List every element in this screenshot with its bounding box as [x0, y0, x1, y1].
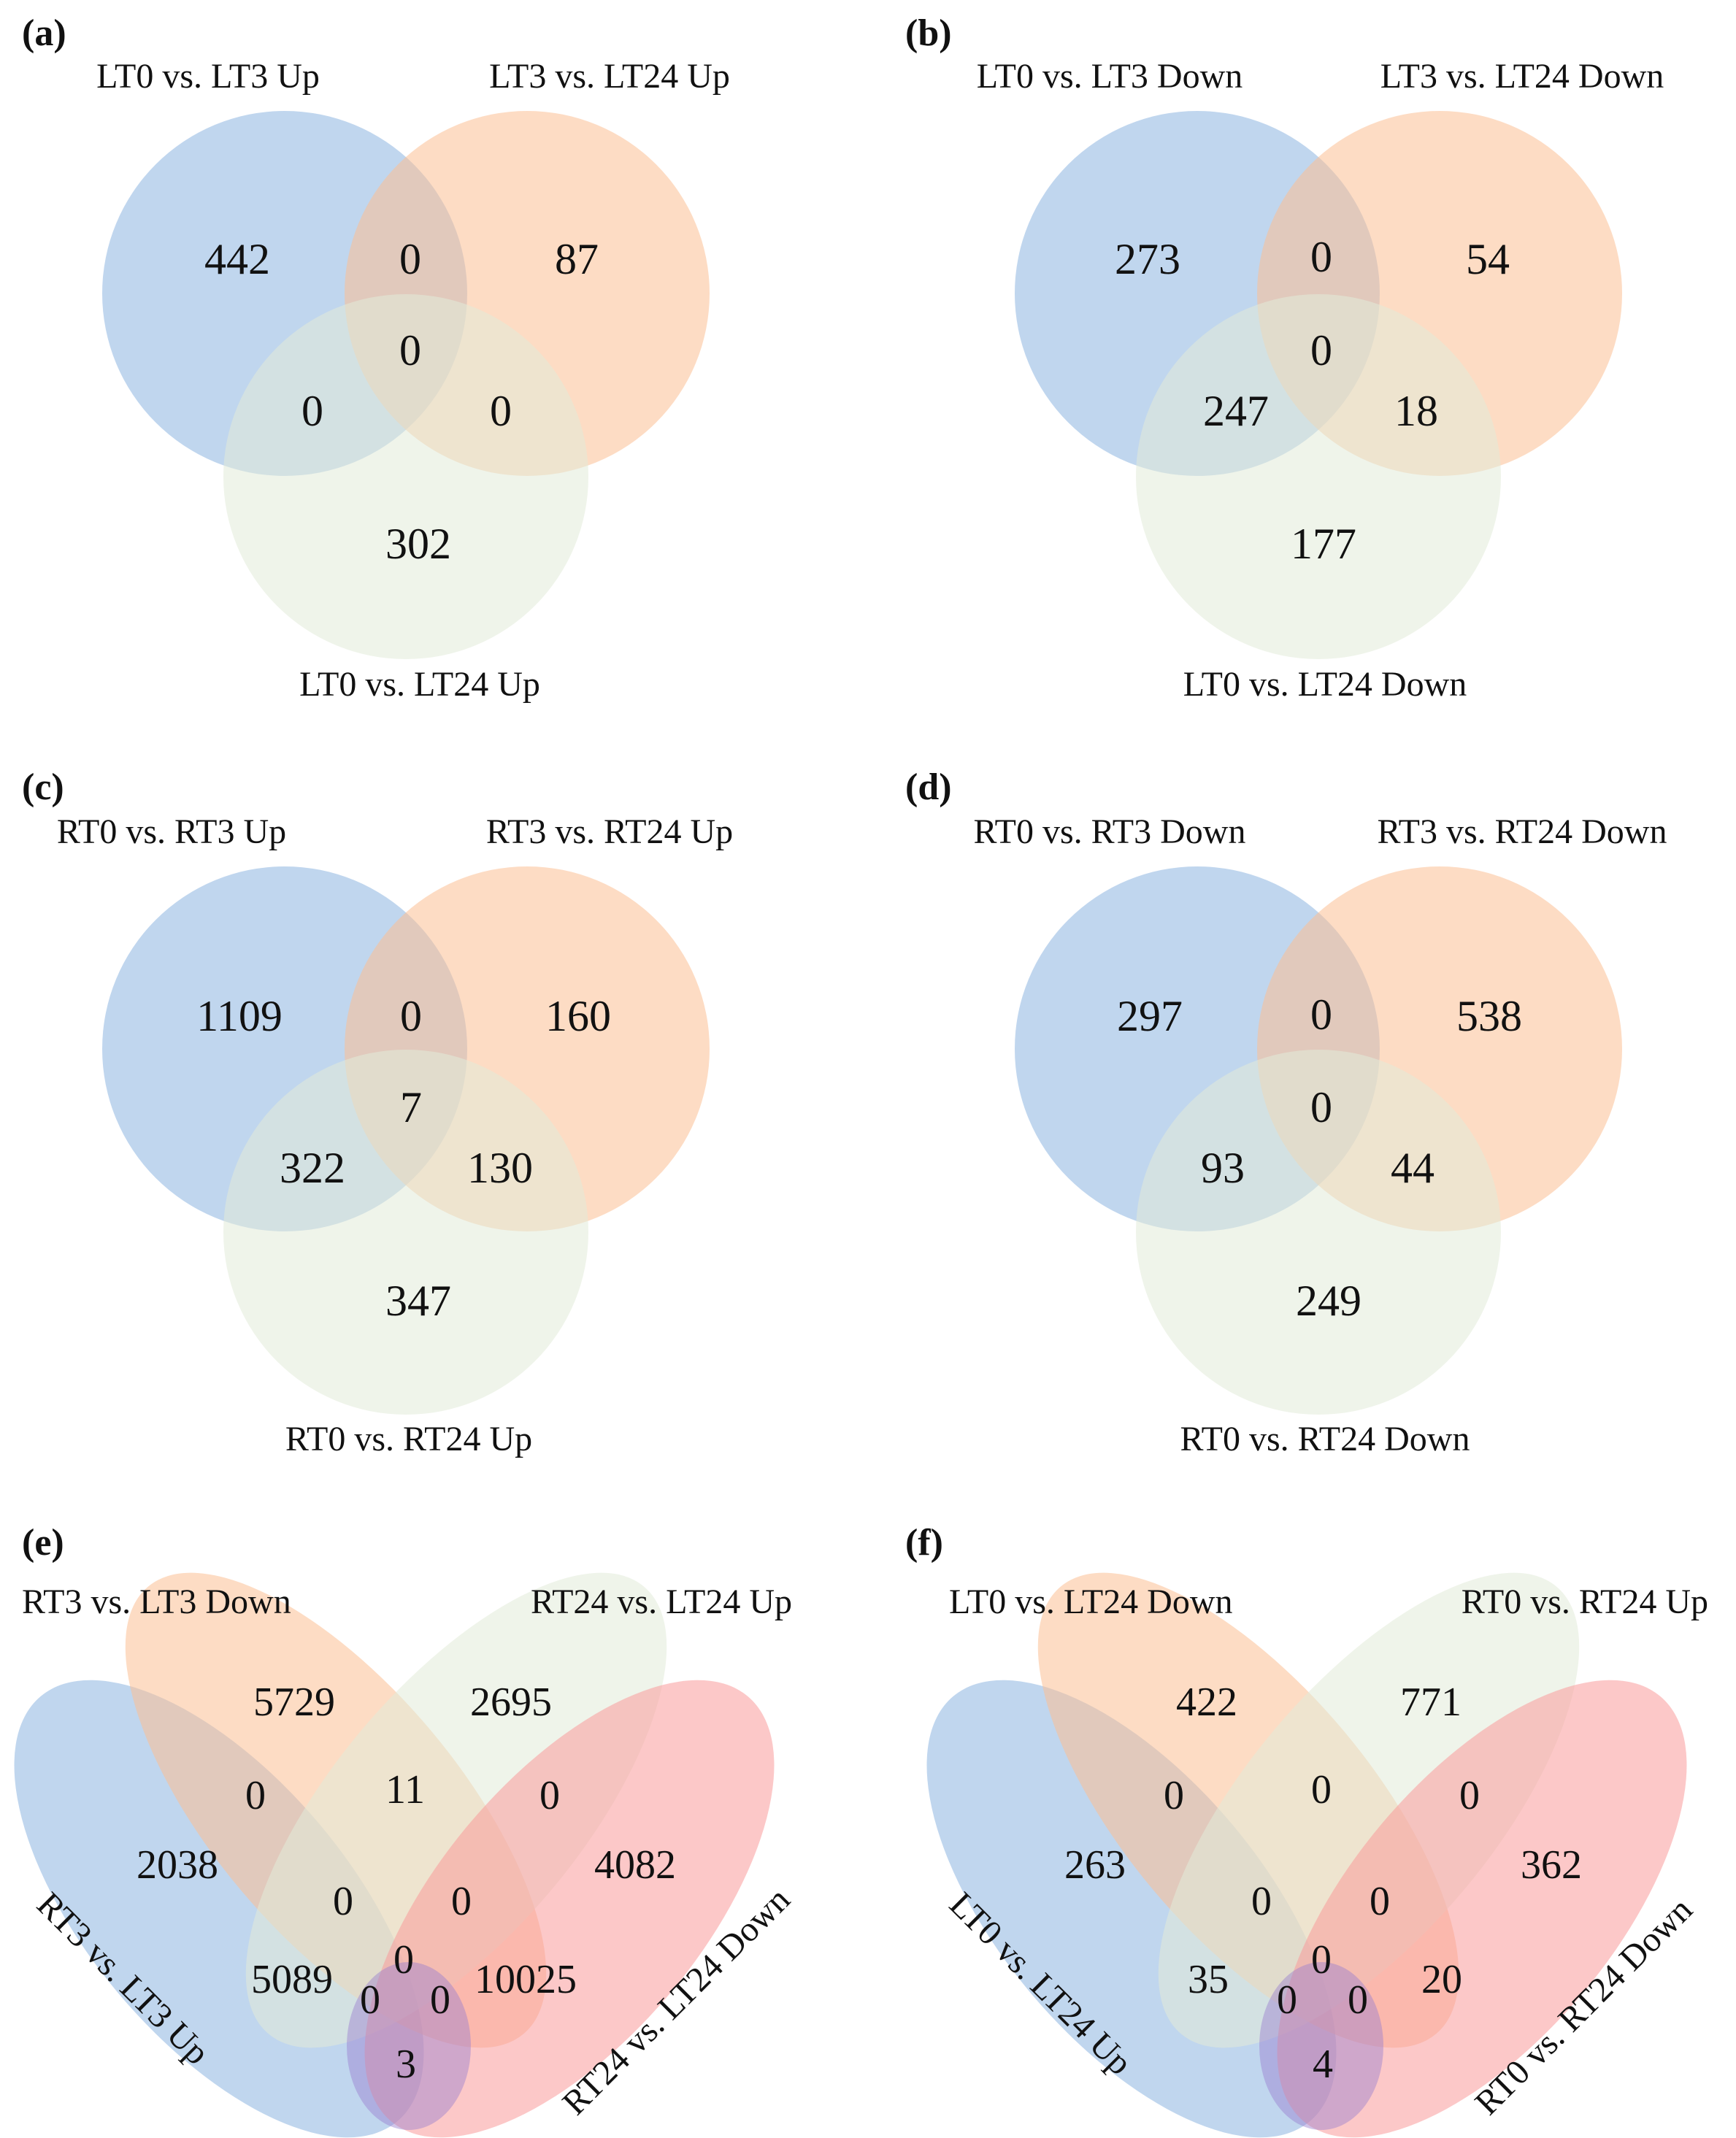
region-count: 0: [1310, 233, 1332, 281]
region-count: 35: [1188, 1957, 1229, 2002]
set-circle-b3: [1136, 294, 1501, 659]
panel-f-letter: (f): [905, 1522, 943, 1564]
region-count: 5089: [251, 1957, 333, 2002]
set-label-f2: LT0 vs. LT24 Down: [949, 1583, 1232, 1621]
set-circle-d3: [1136, 1050, 1501, 1415]
panel-b-letter: (b): [905, 12, 952, 54]
region-count: 11: [385, 1767, 425, 1812]
region-count: 0: [1311, 1767, 1332, 1812]
region-count: 0: [1348, 1977, 1368, 2023]
panel-a: (a) LT0 vs. LT3 Up LT3 vs. LT24 Up LT0 v…: [22, 12, 730, 704]
panel-b: (b) LT0 vs. LT3 Down LT3 vs. LT24 Down L…: [905, 12, 1664, 704]
region-count: 93: [1201, 1144, 1245, 1192]
set-ellipse-e4: [364, 1680, 775, 2138]
region-count: 422: [1176, 1680, 1237, 1725]
region-count: 247: [1203, 387, 1269, 435]
set-label-a2: LT3 vs. LT24 Up: [489, 57, 730, 96]
region-count: 0: [393, 1937, 414, 1983]
region-count: 0: [1311, 1937, 1332, 1983]
region-count: 249: [1296, 1277, 1361, 1325]
set-label-b2: LT3 vs. LT24 Down: [1380, 57, 1664, 96]
region-count: 0: [1310, 1083, 1332, 1131]
set-label-c3: RT0 vs. RT24 Up: [285, 1420, 532, 1458]
set-overlap-f14: [1259, 1962, 1383, 2130]
region-count: 4: [1313, 2042, 1333, 2087]
region-count: 1109: [196, 992, 283, 1040]
region-count: 0: [490, 387, 512, 435]
set-label-b3: LT0 vs. LT24 Down: [1183, 665, 1467, 704]
region-count: 273: [1115, 235, 1180, 283]
set-label-c1: RT0 vs. RT3 Up: [57, 812, 286, 851]
region-count: 4082: [594, 1842, 676, 1888]
region-count: 0: [399, 235, 421, 283]
region-count: 0: [400, 992, 422, 1040]
region-count: 0: [302, 387, 323, 435]
region-count: 0: [1370, 1879, 1390, 1924]
set-label-d2: RT3 vs. RT24 Down: [1378, 812, 1667, 851]
region-count: 2038: [137, 1842, 218, 1888]
set-label-f3: RT0 vs. RT24 Up: [1462, 1583, 1708, 1621]
set-circle-c3: [223, 1050, 588, 1415]
region-count: 0: [539, 1773, 560, 1818]
set-overlap-e14: [347, 1962, 471, 2130]
region-count: 2695: [470, 1680, 552, 1725]
panel-e: (e) RT3 vs. LT3 Down RT24 vs. LT24 Up RT…: [14, 1522, 797, 2138]
set-ellipse-e3: [245, 1572, 667, 2048]
region-count: 263: [1064, 1842, 1126, 1888]
set-label-d1: RT0 vs. RT3 Down: [974, 812, 1246, 851]
panel-c: (c) RT0 vs. RT3 Up RT3 vs. RT24 Up RT0 v…: [22, 766, 733, 1458]
set-label-a3: LT0 vs. LT24 Up: [299, 665, 540, 704]
set-label-e3: RT24 vs. LT24 Up: [531, 1583, 792, 1621]
region-count: 177: [1291, 520, 1356, 568]
set-ellipse-f4: [1277, 1680, 1687, 2138]
region-count: 442: [204, 235, 270, 283]
region-count: 0: [1459, 1773, 1480, 1818]
region-count: 0: [1164, 1773, 1184, 1818]
region-count: 362: [1521, 1842, 1582, 1888]
region-count: 0: [360, 1977, 380, 2023]
region-count: 0: [245, 1773, 266, 1818]
region-count: 20: [1421, 1957, 1462, 2002]
set-label-b1: LT0 vs. LT3 Down: [977, 57, 1243, 96]
panel-a-letter: (a): [22, 12, 66, 54]
set-label-a1: LT0 vs. LT3 Up: [96, 57, 320, 96]
panel-c-letter: (c): [22, 766, 64, 808]
set-label-e2: RT3 vs. LT3 Down: [22, 1583, 291, 1621]
region-count: 771: [1400, 1680, 1462, 1725]
region-count: 0: [451, 1879, 472, 1924]
region-count: 130: [467, 1144, 533, 1192]
region-count: 302: [385, 520, 451, 568]
region-count: 0: [1277, 1977, 1297, 2023]
region-count: 0: [430, 1977, 450, 2023]
region-count: 0: [1251, 1879, 1272, 1924]
region-count: 538: [1456, 992, 1522, 1040]
region-count: 3: [396, 2042, 416, 2087]
region-count: 7: [400, 1083, 422, 1131]
region-count: 10025: [475, 1957, 577, 2002]
region-count: 0: [399, 326, 421, 374]
region-count: 297: [1117, 992, 1183, 1040]
panel-d-letter: (d): [905, 766, 952, 808]
region-count: 322: [280, 1144, 345, 1192]
panel-f: (f) LT0 vs. LT24 Down RT0 vs. RT24 Up LT…: [905, 1522, 1708, 2138]
region-count: 160: [545, 992, 611, 1040]
region-count: 0: [1310, 326, 1332, 374]
set-ellipse-f3: [1158, 1572, 1580, 2048]
region-count: 44: [1391, 1144, 1434, 1192]
region-count: 0: [1310, 991, 1332, 1039]
set-label-d3: RT0 vs. RT24 Down: [1180, 1420, 1470, 1458]
panel-d: (d) RT0 vs. RT3 Down RT3 vs. RT24 Down R…: [905, 766, 1667, 1458]
set-label-c2: RT3 vs. RT24 Up: [486, 812, 733, 851]
region-count: 54: [1466, 235, 1510, 283]
region-count: 5729: [253, 1680, 335, 1725]
region-count: 0: [333, 1879, 353, 1924]
panel-e-letter: (e): [22, 1522, 64, 1564]
region-count: 18: [1394, 387, 1438, 435]
set-circle-a3: [223, 294, 588, 659]
region-count: 87: [555, 235, 599, 283]
region-count: 347: [385, 1277, 451, 1325]
